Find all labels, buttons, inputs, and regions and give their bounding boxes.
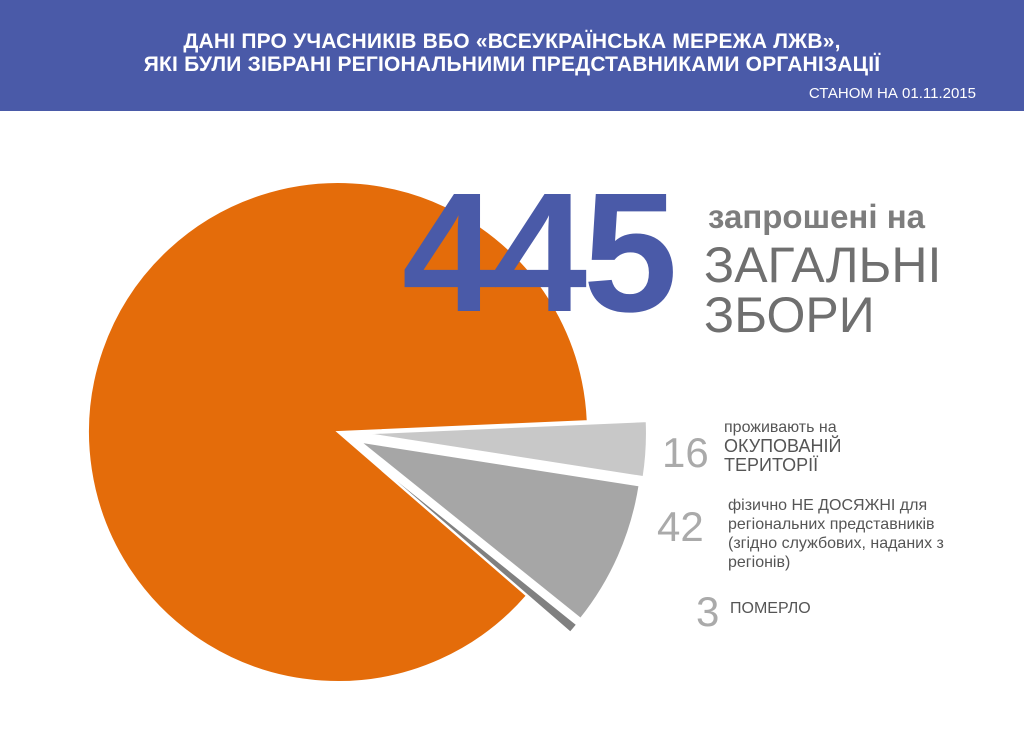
invited-label-line-2: ЗАГАЛЬНІ xyxy=(704,237,942,293)
occupied-label-line-1: проживають на xyxy=(724,419,837,436)
pie-slice-unreachable xyxy=(356,440,641,621)
invited-label-line-1: запрошені на xyxy=(708,198,925,235)
header-banner: ДАНІ ПРО УЧАСНИКІВ ВБО «ВСЕУКРАЇНСЬКА МЕ… xyxy=(0,0,1024,111)
occupied-label-line-3: ТЕРИТОРІЇ xyxy=(724,455,819,475)
date-label: СТАНОМ НА 01.11.2015 xyxy=(808,85,976,102)
died-count: 3 xyxy=(696,588,720,635)
pie-slice-died xyxy=(355,446,579,635)
pie-slice-invited xyxy=(87,181,589,683)
unreachable-label: фізично НЕ ДОСЯЖНІ для регіональних пред… xyxy=(728,497,944,571)
occupied-count: 16 xyxy=(662,429,709,476)
died-label: ПОМЕРЛО xyxy=(730,600,811,617)
pie-slice-occupied-territory xyxy=(363,420,648,479)
title-line-1: ДАНІ ПРО УЧАСНИКІВ ВБО «ВСЕУКРАЇНСЬКА МЕ… xyxy=(183,30,841,53)
invited-label-line-3: ЗБОРИ xyxy=(704,287,875,343)
title-line-2: ЯКІ БУЛИ ЗІБРАНІ РЕГІОНАЛЬНИМИ ПРЕДСТАВН… xyxy=(143,53,881,76)
unreachable-count: 42 xyxy=(657,503,704,550)
occupied-label-line-2: ОКУПОВАНІЙ xyxy=(724,436,842,456)
occupied-label: проживають на ОКУПОВАНІЙ ТЕРИТОРІЇ xyxy=(724,418,924,475)
invited-count: 445 xyxy=(402,158,678,348)
